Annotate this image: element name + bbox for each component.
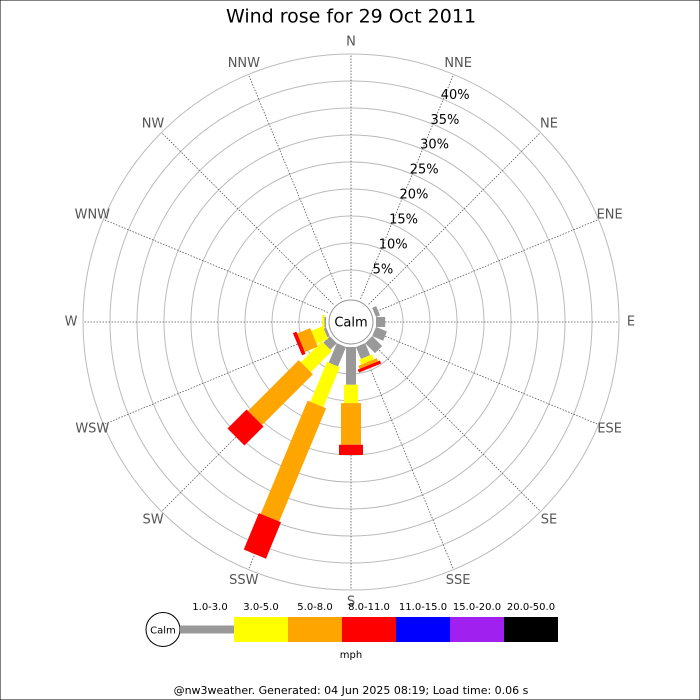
y-tick-label: 10% [379,238,408,253]
legend-unit: mph [340,650,362,661]
bar-segment [346,347,356,385]
spoke [368,132,541,305]
spoke [103,219,329,313]
y-tick-label: 35% [430,113,459,128]
bar-segment [310,361,340,408]
bar-segment [355,343,371,359]
direction-label: NE [540,117,558,132]
bar-segment [247,360,313,426]
bar-segment [365,336,383,354]
direction-label: NNW [228,56,260,71]
bar-segment [297,328,318,352]
bar-segment [359,354,375,365]
y-tick-label: 30% [420,138,449,153]
bar-segment [322,315,325,329]
bar-segment [372,326,387,341]
bar-segment [260,400,327,522]
y-tick-label: 40% [441,88,470,103]
legend-swatch [234,617,288,642]
legend-swatch [288,617,342,642]
spoke [360,344,454,570]
y-tick-label: 5% [373,262,394,277]
direction-label: SSE [446,573,471,588]
legend-label: 8.0-11.0 [348,602,390,613]
direction-label: S [347,595,355,610]
bar-segment [339,444,363,455]
direction-label: WSW [75,422,109,437]
spoke [161,132,334,305]
direction-label: SE [541,512,557,527]
y-tick-label: 20% [399,188,428,203]
legend-label: 20.0-50.0 [507,602,555,613]
calm-label: Calm [334,316,367,331]
bar-segment [376,317,386,327]
direction-label: WNW [75,207,111,222]
legend-label: 15.0-20.0 [453,602,501,613]
bar-segment [292,331,306,356]
bar-segment [344,384,358,404]
bar-segment [328,343,347,367]
chart-title: Wind rose for 29 Oct 2011 [226,6,476,28]
spoke [103,331,329,425]
legend-swatch [342,617,396,642]
direction-label: NNE [444,56,472,71]
bar-segment [372,306,381,318]
legend-label: 3.0-5.0 [243,602,278,613]
bar-segment [311,326,329,344]
bar-segment [324,317,326,327]
direction-label: ENE [597,207,623,222]
spoke [360,74,454,300]
footer: @nw3weather. Generated: 04 Jun 2025 08:1… [174,684,529,697]
calm-circle [328,299,374,345]
direction-label: NW [142,117,165,132]
y-tick-label: 15% [389,213,418,228]
y-tick-label: 25% [410,163,439,178]
legend-label: 5.0-8.0 [297,602,332,613]
direction-label: ESE [597,422,622,437]
bar-segment [243,513,282,559]
spoke [373,219,599,313]
legend-label: 11.0-15.0 [399,602,447,613]
legend-swatch [396,617,450,642]
bar-segment [357,360,382,373]
direction-label: SSW [229,573,259,588]
bar-segment [323,326,330,338]
bar-segment [341,403,361,445]
direction-label: N [346,35,356,50]
spoke [368,339,541,512]
spoke [373,331,599,425]
direction-label: SW [142,512,163,527]
outer-ring [82,53,620,591]
direction-label: E [627,315,635,330]
spoke [248,74,342,300]
bar-segment [227,409,264,446]
direction-label: W [65,315,78,330]
legend-label: 1.0-3.0 [192,602,227,613]
legend-calm-label: Calm [150,626,176,637]
bar-segment [358,358,379,369]
legend-swatch [450,617,504,642]
legend-swatch [180,625,234,634]
bar-segment [300,341,332,373]
legend-swatch [504,617,558,642]
